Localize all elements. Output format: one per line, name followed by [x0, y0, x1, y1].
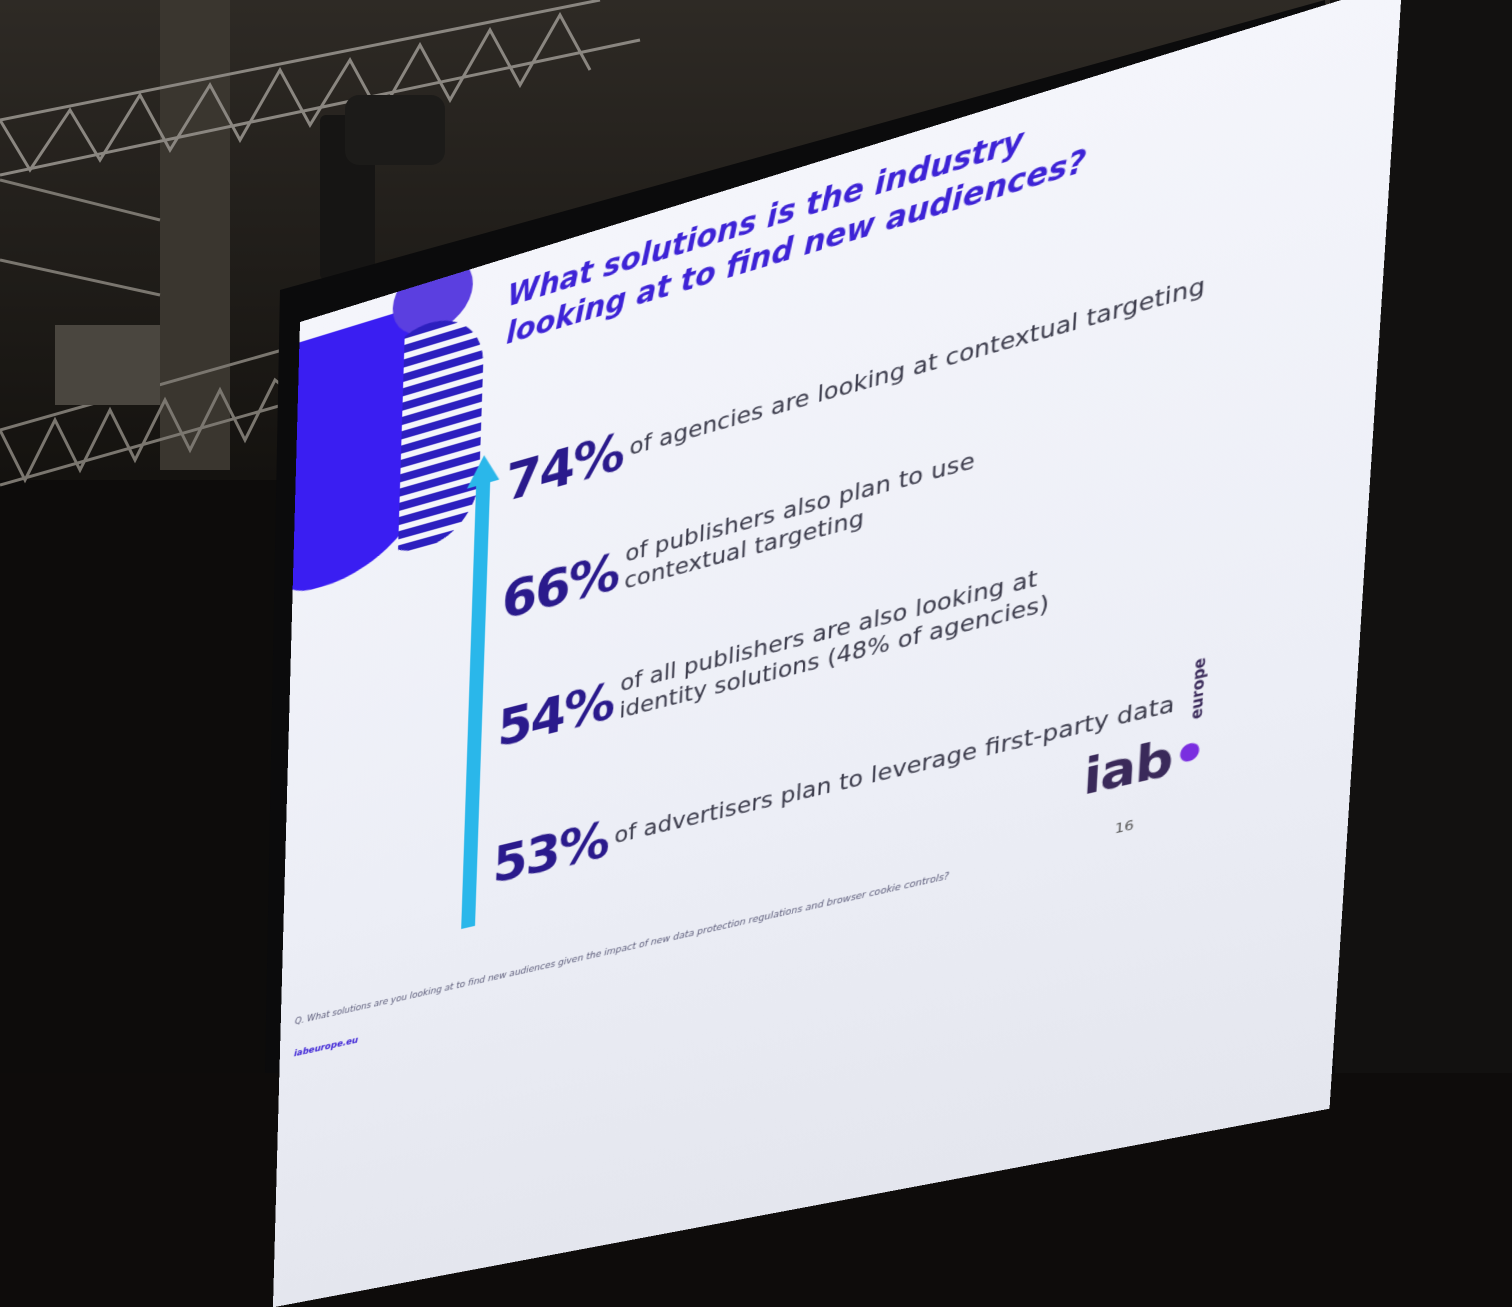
- website-link: iabeurope.eu: [294, 1036, 358, 1060]
- stat-percent: 53%: [492, 808, 616, 896]
- stat-description: of agencies are looking at contextual ta…: [629, 271, 1210, 463]
- page-number: 16: [1114, 817, 1134, 837]
- slide-footnote: Q. What solutions are you looking at to …: [295, 856, 1018, 1027]
- logo-europe: europe: [1187, 656, 1209, 721]
- stat-percent: 74%: [505, 419, 631, 514]
- up-arrow-shaft: [461, 479, 490, 929]
- stat-percent: 66%: [501, 539, 626, 632]
- stat-percent: 54%: [497, 669, 621, 759]
- presentation-slide: What solutions is the industry looking a…: [273, 0, 1402, 1307]
